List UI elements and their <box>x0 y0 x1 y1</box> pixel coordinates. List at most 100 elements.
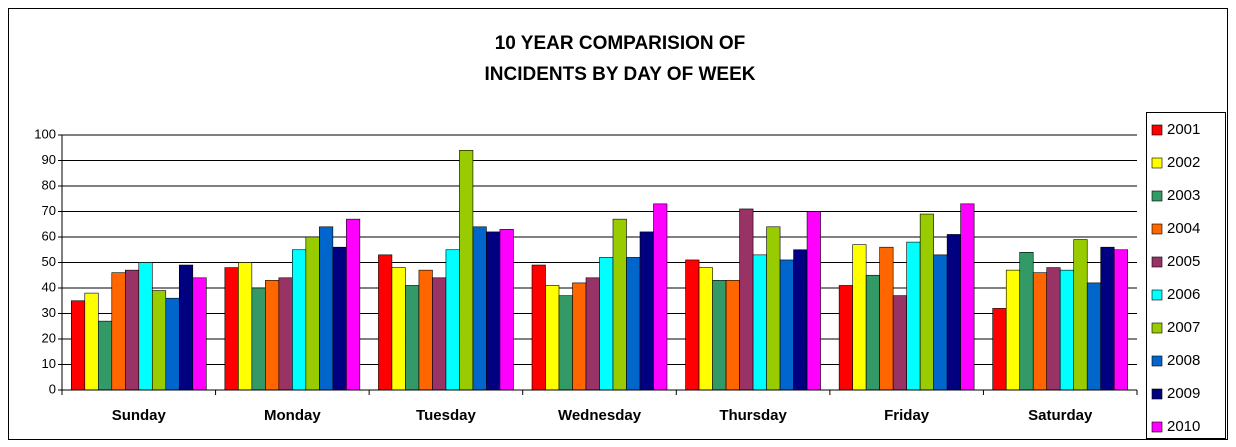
legend-swatch <box>1151 256 1163 268</box>
bar <box>84 292 99 391</box>
bar <box>933 254 948 391</box>
legend-swatch <box>1151 157 1163 169</box>
bar <box>992 308 1007 391</box>
bar <box>739 208 754 391</box>
chart-title: INCIDENTS BY DAY OF WEEK <box>485 64 756 85</box>
x-tick-label: Tuesday <box>416 407 476 424</box>
legend-label: 2002 <box>1167 154 1200 171</box>
legend-label: 2006 <box>1167 286 1200 303</box>
x-tick-label: Wednesday <box>558 407 642 424</box>
bar <box>319 226 334 391</box>
legend-swatch <box>1151 124 1163 136</box>
bar <box>779 259 794 391</box>
x-tick-label: Thursday <box>719 407 787 424</box>
legend-swatch <box>1151 388 1163 400</box>
bar <box>238 262 253 391</box>
bar <box>685 259 700 391</box>
bar <box>486 231 501 391</box>
y-tick-label: 0 <box>49 381 56 396</box>
bar <box>806 211 821 391</box>
y-tick-label: 50 <box>42 254 56 269</box>
bar <box>224 267 239 391</box>
bar <box>151 290 167 391</box>
legend-swatch <box>1151 421 1163 433</box>
y-tick-label: 70 <box>42 203 56 218</box>
x-tick-label: Friday <box>884 407 930 424</box>
y-tick-label: 80 <box>42 177 56 192</box>
bar <box>712 280 727 391</box>
bar <box>378 254 393 391</box>
bar <box>698 267 713 391</box>
legend-label: 2010 <box>1167 418 1200 435</box>
bar <box>599 257 614 391</box>
bar <box>472 226 487 391</box>
x-tick-label: Saturday <box>1028 407 1093 424</box>
bar <box>793 249 808 391</box>
legend-swatch <box>1151 190 1163 202</box>
bar <box>332 246 347 391</box>
bar <box>1005 269 1021 391</box>
bar <box>838 285 853 391</box>
bar <box>852 244 867 391</box>
bar <box>405 285 420 391</box>
y-tick-label: 100 <box>34 126 56 141</box>
y-tick-label: 60 <box>42 228 56 243</box>
bar <box>558 295 573 391</box>
bar <box>111 272 126 391</box>
bar <box>946 234 961 391</box>
bar <box>459 150 474 391</box>
bar <box>278 277 293 391</box>
bar <box>251 287 266 391</box>
bar <box>545 285 560 391</box>
bar <box>766 226 781 391</box>
bar <box>1073 239 1088 391</box>
bar <box>418 269 433 391</box>
bar <box>265 280 280 391</box>
bar <box>865 274 880 391</box>
bar <box>346 218 361 391</box>
bar <box>432 277 447 391</box>
bar <box>752 254 767 391</box>
y-tick-label: 40 <box>42 279 56 294</box>
bar <box>391 267 406 391</box>
bar <box>906 241 921 391</box>
bar <box>585 277 600 391</box>
bar <box>879 246 894 391</box>
bar <box>892 295 907 391</box>
x-tick-label: Sunday <box>112 407 167 424</box>
y-tick-label: 20 <box>42 330 56 345</box>
legend-label: 2003 <box>1167 187 1200 204</box>
bar <box>1100 246 1115 391</box>
bar <box>1086 282 1102 391</box>
bar <box>138 262 153 391</box>
bar <box>639 231 654 391</box>
bar <box>572 282 587 391</box>
legend-label: 2007 <box>1167 319 1200 336</box>
bar <box>919 213 934 391</box>
bar <box>626 257 641 391</box>
bar <box>1059 269 1075 391</box>
bar <box>499 229 514 391</box>
bar <box>653 203 668 391</box>
bar <box>1032 272 1048 391</box>
y-tick-label: 30 <box>42 305 56 320</box>
y-tick-label: 90 <box>42 152 56 167</box>
y-tick-label: 10 <box>42 356 56 371</box>
bar <box>292 249 307 391</box>
legend-swatch <box>1151 223 1163 235</box>
chart-title: 10 YEAR COMPARISION OF <box>495 33 746 54</box>
bar <box>305 236 320 391</box>
legend-label: 2008 <box>1167 352 1200 369</box>
bar <box>612 218 627 391</box>
legend-label: 2004 <box>1167 220 1200 237</box>
legend-swatch <box>1151 322 1163 334</box>
bar <box>124 269 140 391</box>
bar <box>1046 267 1061 391</box>
bar <box>725 280 740 391</box>
x-tick-label: Monday <box>264 407 321 424</box>
bar <box>178 264 194 391</box>
legend-label: 2005 <box>1167 253 1200 270</box>
legend-swatch <box>1151 289 1163 301</box>
bar <box>70 300 86 391</box>
legend-swatch <box>1151 355 1163 367</box>
